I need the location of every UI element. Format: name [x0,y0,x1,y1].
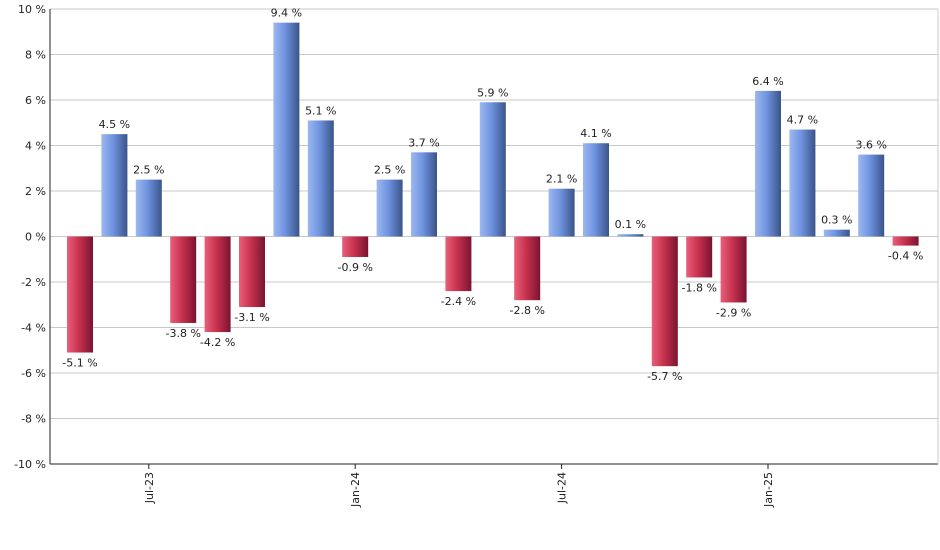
y-tick-label: 6 % [25,94,46,107]
bar [67,236,93,353]
bar-value-label: -5.7 % [647,370,682,383]
bar [411,152,437,237]
bar [479,102,506,237]
bar-value-label: -2.9 % [716,306,751,319]
bar-value-label: -1.8 % [681,281,716,294]
bar [239,236,265,308]
bar [170,236,197,323]
bar-value-label: -3.8 % [165,327,200,340]
bar-value-label: -2.4 % [441,295,476,308]
y-tick-label: 4 % [25,140,46,153]
bar-value-label: 2.5 % [374,164,405,177]
bar-value-label: 2.5 % [133,164,164,177]
bar [892,236,919,246]
x-tick-label: Jan-24 [349,472,362,508]
bar-value-label: 9.4 % [271,7,302,20]
x-tick-label: Jul-23 [143,472,156,504]
bar [720,236,747,303]
bars [67,22,919,367]
bar [376,179,403,237]
bar [789,129,816,237]
bar [101,134,128,237]
x-tick-label: Jul-24 [556,472,569,504]
bar [617,234,644,237]
bar [858,154,885,237]
data-labels: -5.1 % 4.5 % 2.5 % -3.8 %-4.2 % -3.1 % 9.4 % 5… [62,7,923,384]
bar [445,236,472,292]
bar-value-label: -0.9 % [337,261,372,274]
y-tick-label: -8 % [21,413,46,426]
y-tick-label: -4 % [21,322,46,335]
bar-value-label: 4.7 % [787,114,818,127]
bar [823,229,850,237]
bar [651,236,678,367]
bar [583,143,609,237]
bar-value-label: 3.6 % [855,139,886,152]
bar-value-label: 2.1 % [546,173,577,186]
bar-value-label: -5.1 % [62,357,97,370]
bar [273,22,300,237]
bar-value-label: 6.4 % [752,75,783,88]
bar [514,236,541,301]
axes [49,9,939,465]
bar-value-label: 5.1 % [305,104,336,117]
bar-value-label: -3.1 % [234,311,269,324]
y-axis-ticks: 10 % 8 % 6 % 4 % 2 % 0 % -2 % -4 % -6 % -8 % -10 % [14,3,46,471]
bar [342,236,369,257]
bar [548,188,575,237]
bar [686,236,713,278]
y-tick-label: 2 % [25,185,46,198]
bar-value-label: 4.1 % [580,127,611,140]
x-tick-label: Jan-25 [762,472,775,508]
bar [204,236,231,333]
bar-value-label: -2.8 % [509,304,544,317]
y-tick-label: 10 % [18,3,46,16]
bar [755,90,781,237]
bar [307,120,334,237]
x-axis-ticks: Jul-23 Jan-24 Jul-24 Jan-25 [143,464,775,508]
bar-value-label: 0.1 % [615,218,646,231]
y-tick-label: -6 % [21,367,46,380]
bar-value-label: 4.5 % [99,118,130,131]
bar [135,179,162,237]
y-tick-label: -10 % [14,458,46,471]
bar-value-label: 0.3 % [821,214,852,227]
y-tick-label: 0 % [25,231,46,244]
y-tick-label: 8 % [25,49,46,62]
bar-value-label: 3.7 % [408,136,439,149]
bar-value-label: -4.2 % [200,336,235,349]
bar-value-label: 5.9 % [477,86,508,99]
y-tick-label: -2 % [21,276,46,289]
bar-value-label: -0.4 % [888,250,923,263]
